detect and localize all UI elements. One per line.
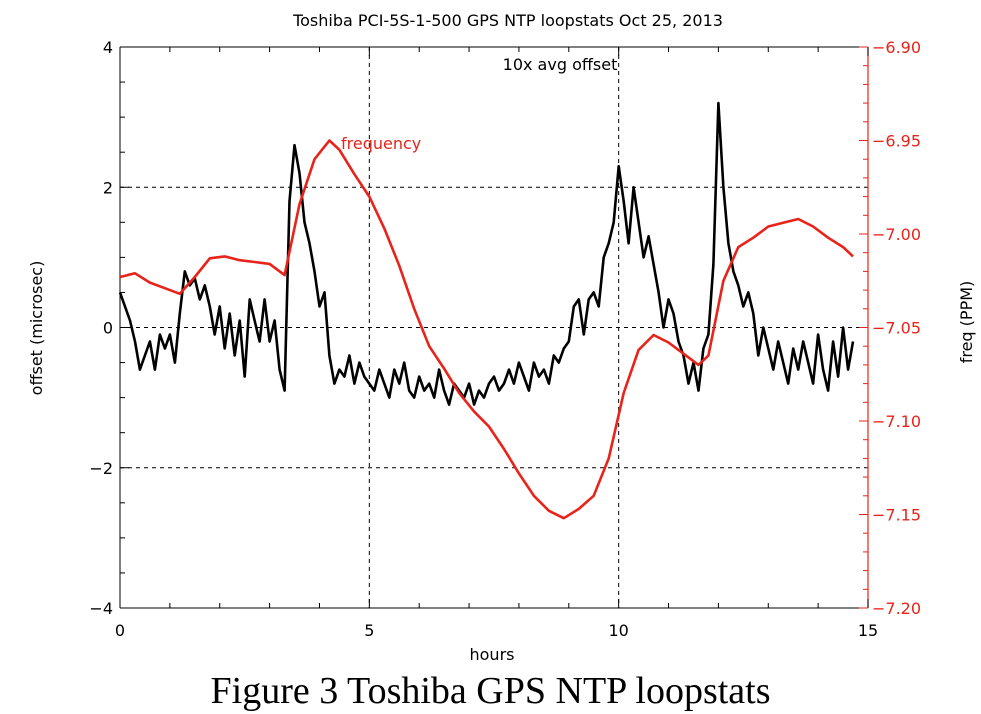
y-axis-right-label: freq (PPM) <box>957 281 976 364</box>
y-right-tick-label: −7.15 <box>872 506 921 525</box>
tick-labels: 0 5 10 15 4 2 0 −2 −4 −6.90 −6.95 −7.00 −7.05 −7.10 −7… <box>89 38 921 640</box>
y-right-tick-label: −7.10 <box>872 412 921 431</box>
grid-lines <box>120 47 868 608</box>
y-left-tick-label: 0 <box>103 319 113 338</box>
y-axis-left-label: offset (microsec) <box>27 261 46 396</box>
tick-marks <box>119 46 869 609</box>
x-tick-label: 5 <box>364 621 374 640</box>
offset-series-line <box>118 101 855 406</box>
x-tick-label: 0 <box>115 621 125 640</box>
y-left-tick-label: −2 <box>89 459 113 478</box>
y-right-tick-label: −7.20 <box>872 599 921 618</box>
x-tick-label: 15 <box>858 621 878 640</box>
frequency-series-line <box>119 139 854 520</box>
figure-caption: Figure 3 Toshiba GPS NTP loopstats <box>210 670 771 712</box>
loopstats-chart: Toshiba PCI-5S-1-500 GPS NTP loopstats O… <box>27 11 976 664</box>
y-right-tick-label: −7.05 <box>872 319 921 338</box>
y-right-tick-label: −7.00 <box>872 225 921 244</box>
y-left-tick-label: 4 <box>103 38 113 57</box>
annotation-avg-offset: 10x avg offset <box>503 55 618 74</box>
y-right-tick-label: −6.95 <box>872 132 921 151</box>
x-axis-label: hours <box>470 645 515 664</box>
y-right-tick-label: −6.90 <box>872 38 921 57</box>
annotation-frequency: frequency <box>341 134 421 153</box>
x-tick-label: 10 <box>608 621 628 640</box>
y-left-tick-label: 2 <box>103 178 113 197</box>
y-left-tick-label: −4 <box>89 599 113 618</box>
chart-title: Toshiba PCI-5S-1-500 GPS NTP loopstats O… <box>292 11 723 30</box>
data-series <box>118 101 855 520</box>
